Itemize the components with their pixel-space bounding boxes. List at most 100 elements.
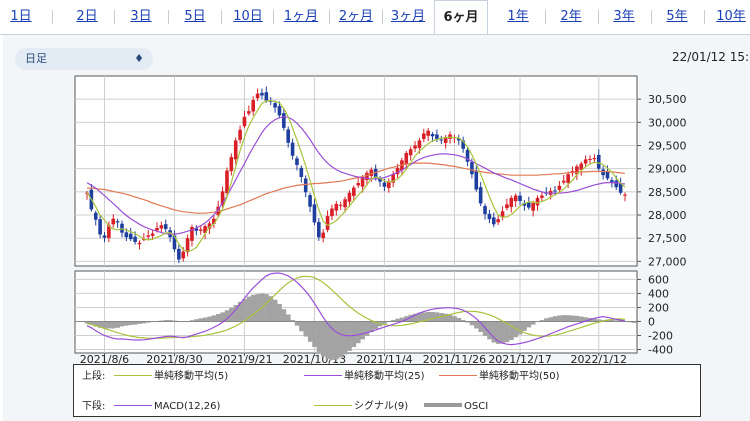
osci-bar <box>251 294 256 322</box>
candle-up <box>356 183 360 186</box>
period-tabs: 1日 2日 3日 5日 10日 1ヶ月 2ヶ月 3ヶ月 6ヶ月 1年 2年 3年 5年 10年 <box>0 0 750 36</box>
chart-type-select[interactable]: 日足 ♦ <box>15 48 153 70</box>
candle-down <box>268 100 273 102</box>
legend-item-sma25: 単純移動平均(25) <box>304 370 425 384</box>
candle-down <box>491 217 496 225</box>
osci-bar <box>334 321 339 360</box>
legend-text: MACD(12,26) <box>154 401 221 412</box>
osci-bar <box>119 321 125 327</box>
osci-bar <box>202 317 208 322</box>
candle-down <box>478 187 483 204</box>
osci-bar <box>439 313 444 322</box>
tab-13[interactable]: 5年 <box>666 9 688 24</box>
candle-down <box>614 180 619 188</box>
candle-up <box>413 145 417 149</box>
osci-bar <box>220 312 225 322</box>
candle-down <box>317 222 321 238</box>
tab-3[interactable]: 3日 <box>130 9 152 24</box>
osci-bar <box>421 312 427 322</box>
candle-down <box>177 248 181 260</box>
x-tick-label: 2022/1/12 <box>571 353 627 366</box>
candle-up <box>107 225 111 239</box>
candle-up <box>369 169 374 176</box>
legend-text: シグナル(9) <box>354 401 409 412</box>
legend-upper-label: 上段: <box>82 371 106 382</box>
osci-bar <box>447 314 453 322</box>
osci-bar <box>425 312 431 322</box>
candle-up <box>496 219 500 223</box>
osci-bar <box>268 296 274 322</box>
price-tick-label: 28,000 <box>648 209 687 222</box>
candle-up <box>588 158 592 160</box>
osci-bar <box>548 317 554 322</box>
macd-tick-label: 600 <box>648 273 669 286</box>
price-tick-label: 27,000 <box>648 255 687 268</box>
osci-bar <box>513 321 519 338</box>
osci-bar <box>469 321 475 326</box>
osci-bar <box>198 318 204 322</box>
osci-bar <box>146 321 151 323</box>
osci-bar <box>286 314 291 322</box>
tab-5[interactable]: 10日 <box>233 9 263 24</box>
osci-bar <box>356 321 361 344</box>
candle-down <box>290 142 295 156</box>
tab-10[interactable]: 1年 <box>507 9 529 24</box>
tab-1[interactable]: 1日 <box>10 9 32 24</box>
tab-separator <box>598 10 599 24</box>
legend-item-sma5: 単純移動平均(5) <box>114 370 228 384</box>
tab-2[interactable]: 2日 <box>76 9 98 24</box>
legend-text: 単純移動平均(25) <box>344 371 425 382</box>
candle-down <box>487 213 492 220</box>
osci-bar <box>272 299 278 322</box>
candle-down <box>382 182 387 187</box>
osci-bar <box>364 321 370 336</box>
candle-down <box>526 202 531 208</box>
tab-8[interactable]: 3ヶ月 <box>390 9 426 24</box>
tab-7[interactable]: 2ヶ月 <box>338 9 374 24</box>
price-plot-area <box>74 75 638 267</box>
macd-tick-label: -400 <box>648 343 673 356</box>
candle-down <box>303 178 308 193</box>
chart-type-value: 日足 <box>25 52 47 65</box>
osci-bar <box>246 296 252 322</box>
osci-bar <box>128 321 134 325</box>
legend-item-osci: OSCI <box>424 400 488 414</box>
osci-bar <box>570 315 575 322</box>
tab-4[interactable]: 5日 <box>184 9 206 24</box>
tab-6[interactable]: 1ヶ月 <box>283 9 319 24</box>
tab-12[interactable]: 3年 <box>613 9 635 24</box>
candle-down <box>518 195 522 202</box>
candle-down <box>120 223 124 233</box>
tab-9[interactable]: 6ヶ月 <box>434 0 488 36</box>
candle-down <box>273 103 277 108</box>
tab-11[interactable]: 2年 <box>560 9 582 24</box>
candle-up <box>575 166 579 175</box>
osci-bar <box>408 314 414 322</box>
candle-up <box>181 251 186 259</box>
candle-up <box>421 133 426 139</box>
legend-item-macd: MACD(12,26) <box>114 400 220 414</box>
osci-bar <box>242 299 247 322</box>
candle-up <box>391 174 395 183</box>
osci-bar <box>478 321 484 332</box>
osci-bar <box>583 317 589 322</box>
osci-bar <box>487 321 492 340</box>
candle-down <box>102 235 107 238</box>
candle-down <box>618 183 623 193</box>
tab-14[interactable]: 10年 <box>716 9 746 24</box>
osci-bar <box>351 321 357 348</box>
candle-up <box>207 223 212 229</box>
candle-down <box>439 139 444 141</box>
osci-bar <box>167 320 173 322</box>
osci-bar <box>399 317 405 322</box>
osci-bar <box>434 312 440 322</box>
osci-bar <box>115 321 121 328</box>
osci-bar <box>574 315 580 322</box>
chart-datetime: 22/01/12 15:1 <box>672 50 750 64</box>
candle-up <box>505 204 509 209</box>
osci-bar <box>443 313 449 322</box>
osci-bar <box>163 320 169 322</box>
candle-down <box>553 190 557 192</box>
osci-bar <box>509 321 514 341</box>
